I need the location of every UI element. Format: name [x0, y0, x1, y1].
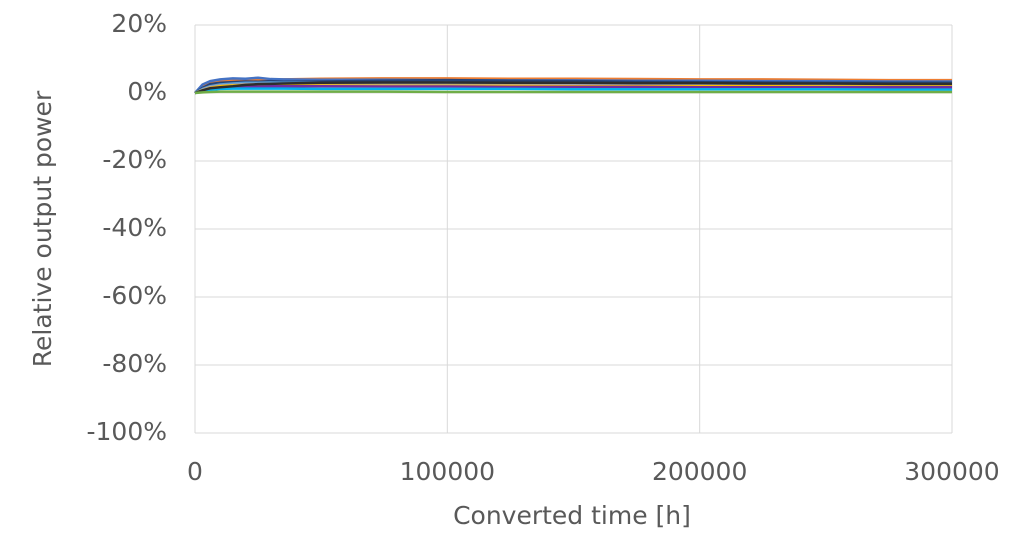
y-tick-label: -40%	[102, 213, 167, 242]
series-line	[194, 81, 952, 95]
y-tick-label: -100%	[87, 417, 168, 446]
y-tick-label: -60%	[102, 281, 167, 310]
series-line	[194, 76, 952, 94]
series-line	[194, 87, 952, 95]
y-tick-label: 0%	[127, 77, 167, 106]
x-tick-label: 100000	[400, 457, 495, 486]
y-axis-label: Relative output power	[28, 90, 57, 367]
y-tick-label: -20%	[102, 145, 167, 174]
x-tick-label: 300000	[904, 457, 999, 486]
y-tick-label: 20%	[111, 9, 167, 38]
x-tick-label: 0	[187, 457, 203, 486]
x-axis-label: Converted time [h]	[453, 501, 691, 530]
y-tick-label: -80%	[102, 349, 167, 378]
series-line	[194, 90, 952, 95]
x-tick-label: 200000	[652, 457, 747, 486]
